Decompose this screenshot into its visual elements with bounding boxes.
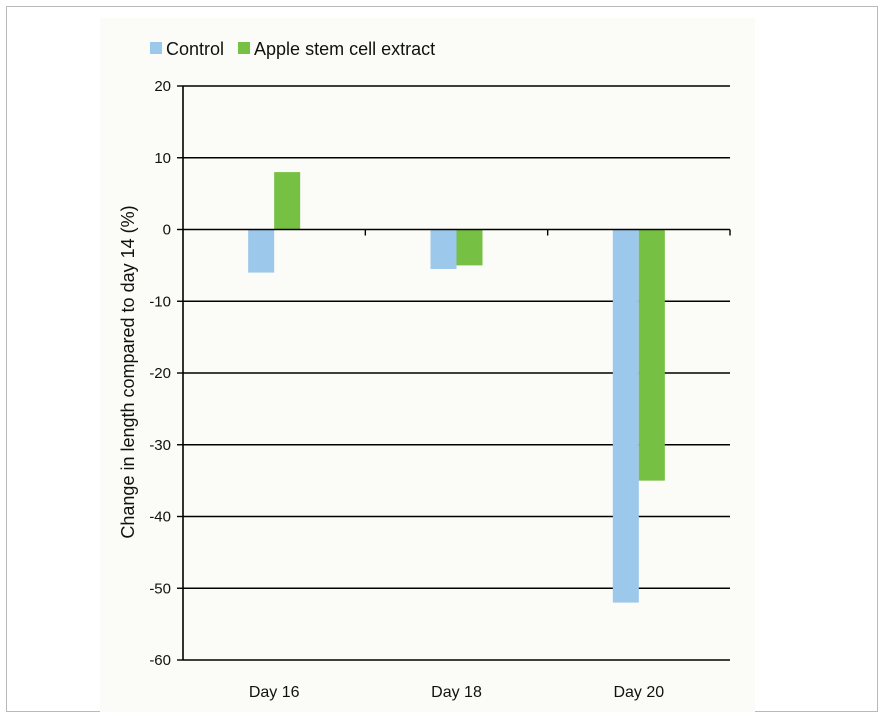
legend-label: Apple stem cell extract	[254, 39, 435, 59]
bar-control-1	[430, 229, 457, 269]
bar-apple-stem-cell-extract-1	[456, 229, 483, 266]
y-tick-label: -30	[149, 437, 171, 454]
bar-control-2	[612, 229, 639, 603]
y-axis-label: Change in length compared to day 14 (%)	[118, 205, 138, 538]
bar-apple-stem-cell-extract-2	[638, 229, 665, 481]
axes	[182, 86, 731, 660]
y-tick-label: -50	[149, 580, 171, 597]
legend-swatch	[238, 42, 251, 54]
legend-swatch	[150, 42, 162, 54]
x-category-label: Day 18	[431, 684, 482, 701]
y-tick-label: 10	[154, 150, 171, 167]
x-category-label: Day 16	[249, 684, 300, 701]
legend-label: Control	[166, 39, 224, 59]
y-tick-label: -10	[149, 293, 171, 310]
y-tick-label: 0	[163, 222, 171, 239]
y-tick-labels: 20 10 0 -10 -20 -30 -40 -50 -60	[149, 78, 171, 669]
bar-apple-stem-cell-extract-0	[274, 172, 301, 230]
legend: Control Apple stem cell extract	[150, 39, 435, 59]
y-tick-label: -20	[149, 365, 171, 382]
bars	[248, 172, 665, 603]
y-tick-label: -60	[149, 652, 171, 669]
x-category-labels: Day 16 Day 18 Day 20	[249, 684, 664, 701]
bar-control-0	[248, 229, 275, 273]
x-category-label: Day 20	[613, 684, 664, 701]
y-tick-label: -40	[149, 509, 171, 526]
y-tick-label: 20	[154, 78, 171, 95]
